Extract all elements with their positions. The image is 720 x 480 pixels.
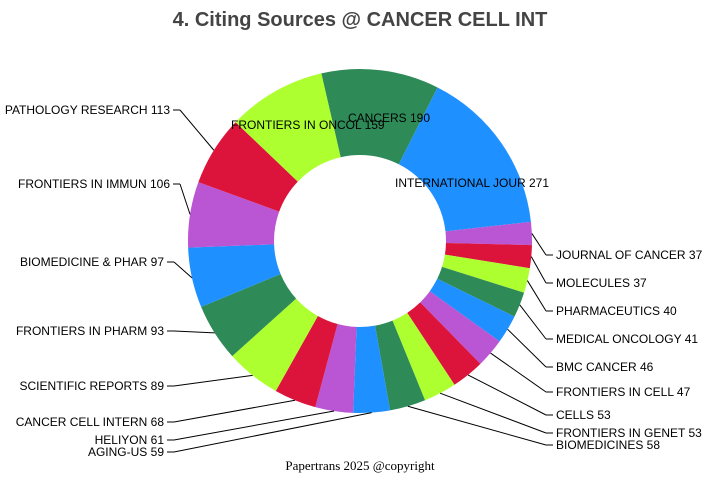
- slice-heliyon-61: [315, 324, 357, 413]
- leader-line-cancer-cell-intern-68: [173, 399, 296, 423]
- leader-line-heliyon-61: [173, 410, 335, 441]
- slice-cancers-190: [321, 69, 438, 165]
- slice-frontiers-in-immun-106: [188, 182, 280, 248]
- slice-bmc-cancer-46: [429, 278, 515, 342]
- slice-biomedicine-phar-97: [188, 244, 281, 307]
- slice-cancer-cell-intern-68: [275, 315, 338, 408]
- slice-medical-oncology-41: [437, 266, 525, 317]
- slice-biomedicines-58: [375, 320, 426, 411]
- slice-scientific-reports-89: [232, 298, 318, 391]
- label-aging-us-59: AGING-US 59: [88, 445, 164, 459]
- label-scientific-reports-89: SCIENTIFIC REPORTS 89: [20, 379, 165, 393]
- leader-line-cells-53: [467, 374, 547, 416]
- label-biomedicine-phar-97: BIOMEDICINE & PHAR 97: [20, 255, 164, 269]
- label-medical-oncology-41: MEDICAL ONCOLOGY 41: [556, 332, 698, 346]
- leader-line-frontiers-in-cell-47: [490, 352, 547, 393]
- slice-international-jour-271: [398, 87, 531, 232]
- label-journal-of-cancer-37: JOURNAL OF CANCER 37: [556, 248, 703, 262]
- leader-line-pharmaceutics-40: [526, 280, 547, 312]
- leader-lines-group: [167, 109, 553, 453]
- slice-pathology-research-113: [198, 122, 298, 212]
- leader-line-frontiers-in-genet-53: [439, 392, 547, 434]
- leader-line-frontiers-in-immun-106: [179, 183, 191, 215]
- label-bmc-cancer-46: BMC CANCER 46: [556, 360, 654, 374]
- slice-pharmaceutics-40: [442, 254, 530, 293]
- leader-line-pathology-research-113: [179, 109, 215, 151]
- labels-group: CANCERS 190 INTERNATIONAL JOUR 271 JOURNAL…: [5, 103, 703, 459]
- slice-frontiers-in-cell-47: [420, 291, 500, 364]
- label-pharmaceutics-40: PHARMACEUTICS 40: [556, 304, 677, 318]
- leader-line-aging-us-59: [173, 412, 372, 453]
- leader-line-medical-oncology-41: [519, 304, 547, 340]
- slice-frontiers-in-pharm-93: [201, 273, 297, 357]
- label-international-jour-271: INTERNATIONAL JOUR 271: [395, 176, 549, 190]
- label-pathology-research-113: PATHOLOGY RESEARCH 113: [5, 103, 170, 117]
- label-heliyon-61: HELIYON 61: [95, 433, 165, 447]
- label-cancers-190: CANCERS 190: [348, 111, 430, 125]
- label-frontiers-in-oncol-159: FRONTIERS IN ONCOL 159: [231, 118, 385, 132]
- copyright-footer: Papertrans 2025 @copyright: [285, 458, 435, 473]
- label-frontiers-in-pharm-93: FRONTIERS IN PHARM 93: [16, 324, 164, 338]
- slices-group: [188, 69, 532, 413]
- leader-line-bmc-cancer-46: [507, 328, 547, 368]
- label-cells-53: CELLS 53: [556, 408, 611, 422]
- label-frontiers-in-genet-53: FRONTIERS IN GENET 53: [556, 426, 702, 440]
- label-frontiers-in-immun-106: FRONTIERS IN IMMUN 106: [18, 177, 170, 191]
- chart-title: 4. Citing Sources @ CANCER CELL INT: [173, 9, 548, 31]
- leader-line-biomedicine-phar-97: [173, 261, 193, 279]
- slice-cells-53: [407, 302, 481, 385]
- slice-molecules-37: [444, 243, 532, 269]
- leader-line-biomedicines-58: [407, 405, 547, 446]
- leader-line-molecules-37: [530, 256, 547, 284]
- slice-frontiers-in-oncol-159: [235, 73, 341, 182]
- slice-journal-of-cancer-37: [445, 221, 532, 246]
- label-cancer-cell-intern-68: CANCER CELL INTERN 68: [16, 415, 165, 429]
- leader-line-scientific-reports-89: [173, 374, 253, 387]
- slice-aging-us-59: [353, 325, 391, 413]
- label-frontiers-in-cell-47: FRONTIERS IN CELL 47: [556, 385, 691, 399]
- leader-line-journal-of-cancer-37: [531, 233, 547, 256]
- leader-line-frontiers-in-pharm-93: [173, 330, 215, 334]
- label-molecules-37: MOLECULES 37: [556, 276, 647, 290]
- slice-frontiers-in-genet-53: [392, 312, 455, 401]
- label-biomedicines-58: BIOMEDICINES 58: [556, 438, 660, 452]
